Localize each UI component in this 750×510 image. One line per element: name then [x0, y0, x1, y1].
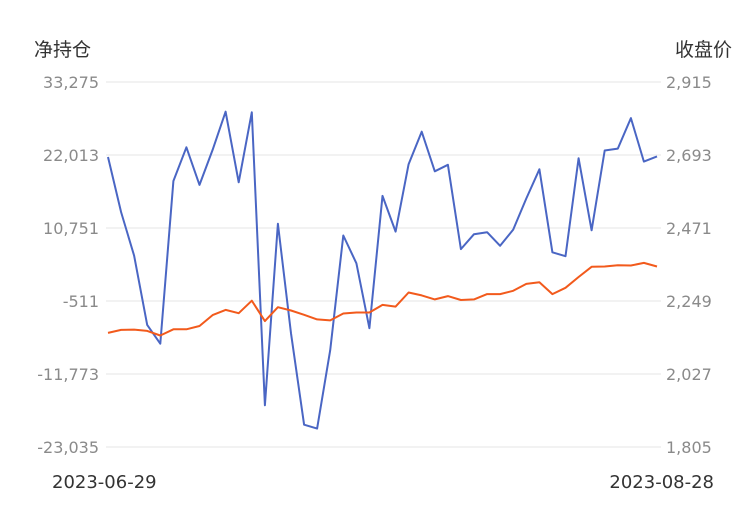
right-tick-label: 2,693: [666, 146, 712, 165]
series-layer: [107, 110, 658, 430]
left-tick-label: -23,035: [37, 438, 99, 457]
left-axis-title: 净持仓: [34, 39, 91, 61]
left-tick-label: 33,275: [43, 73, 99, 92]
left-tick-label: 10,751: [43, 219, 99, 238]
net-position-series-line: [107, 110, 658, 430]
grid-lines: [106, 81, 661, 448]
close-price-series-line: [107, 261, 658, 337]
left-axis-ticks: 33,275 22,013 10,751 -511 -11,773 -23,03…: [37, 73, 99, 457]
right-tick-label: 2,027: [666, 365, 712, 384]
right-axis-ticks: 2,915 2,693 2,471 2,249 2,027 1,805: [666, 73, 712, 457]
right-tick-label: 2,471: [666, 219, 712, 238]
right-tick-label: 1,805: [666, 438, 712, 457]
x-start-date: 2023-06-29: [52, 472, 157, 493]
left-tick-label: -11,773: [37, 365, 99, 384]
right-axis-title: 收盘价: [675, 39, 732, 61]
right-tick-label: 2,915: [666, 73, 712, 92]
left-tick-label: 22,013: [43, 146, 99, 165]
x-end-date: 2023-08-28: [609, 472, 714, 493]
right-tick-label: 2,249: [666, 292, 712, 311]
left-tick-label: -511: [63, 292, 99, 311]
